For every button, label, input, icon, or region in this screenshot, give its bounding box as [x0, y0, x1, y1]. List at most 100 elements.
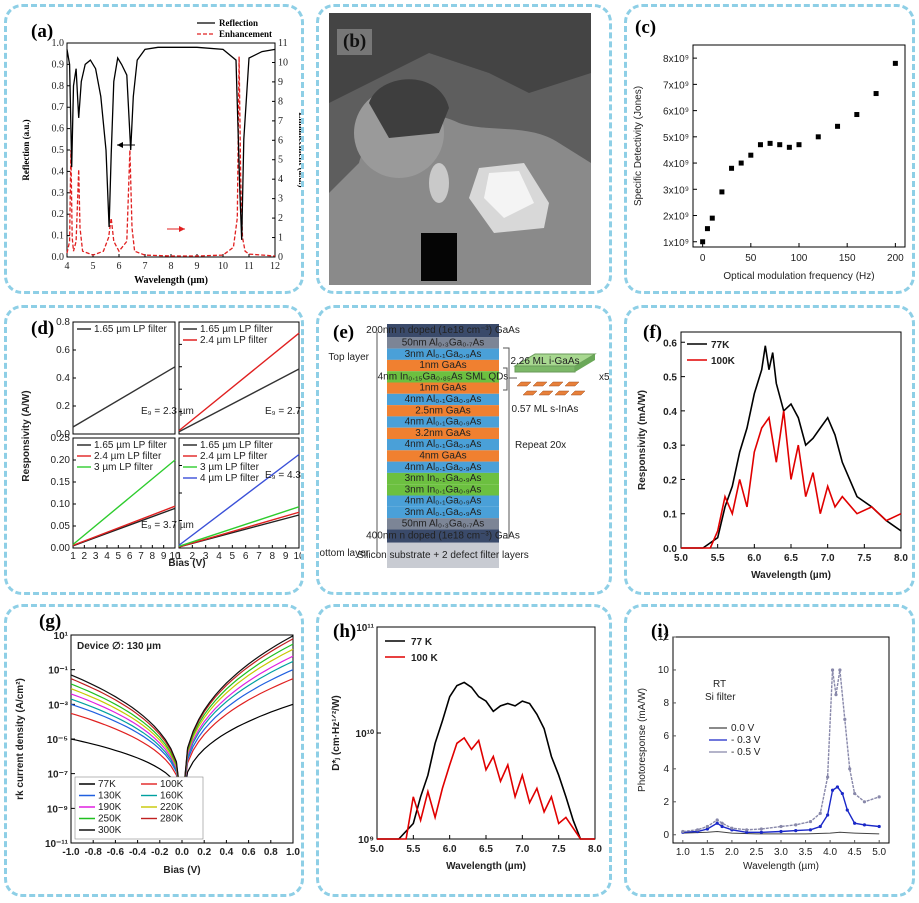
data-point-i [840, 791, 844, 796]
series-line-f [681, 410, 902, 549]
plot-frame-h [376, 626, 596, 840]
x5-label: x5 [599, 372, 610, 383]
annotation-i: RT [713, 679, 726, 690]
x-tick-label-d: 3 [203, 551, 209, 562]
y-tick-label-d: 0.2 [301, 407, 304, 418]
y-tick-label-c: 1x10⁹ [663, 238, 689, 249]
subplot-frame-d [72, 437, 176, 549]
x-tick-label-f: 6.5 [784, 553, 798, 564]
layer-7 [387, 405, 499, 417]
x-tick-label-h: 8.0 [588, 844, 602, 855]
legend-label-g: 100K [160, 779, 184, 790]
series-line-d [178, 332, 300, 432]
legend-box-g [74, 776, 204, 840]
y-tick-label-d: 0 [301, 429, 304, 440]
panel-e-label: (e) [333, 322, 355, 343]
data-point-i [808, 828, 813, 832]
y-axis-label-c: Specific Detectivity (Jones) [633, 86, 644, 206]
data-point-i [843, 717, 847, 721]
panel-h: (h) 5.0 5.5 6.0 6.5 7.0 7.5 8.0 10⁹ 10¹⁰ 10¹¹ Wave… [316, 604, 612, 897]
x-tick-label-g: 0.6 [242, 847, 256, 858]
ml-bottom-label: 0.57 ML s-InAs [512, 404, 579, 415]
data-point-c [709, 215, 715, 221]
layer-3 [387, 359, 499, 372]
x-tick-label-d: 8 [150, 551, 156, 562]
qd-dot [554, 390, 570, 396]
x-tick-label-i: 4.5 [848, 847, 862, 858]
x-tick-label-f: 5.0 [674, 553, 688, 564]
legend-label-i: 0.0 V [731, 723, 755, 734]
series-line-d [178, 368, 300, 433]
x-tick-label-g: 0.2 [197, 847, 211, 858]
data-point-i [779, 829, 783, 834]
series-line-i [682, 830, 880, 835]
legend-label-g: 190K [98, 802, 122, 813]
layer-4 [387, 371, 499, 383]
x-tick-label-d: 5 [116, 551, 122, 562]
legend-label-d: 1.65 µm LP filter [200, 440, 274, 451]
data-point-c [786, 144, 792, 150]
y-tick-label-i: 0 [663, 830, 669, 841]
y-tick-label-i: 4 [663, 764, 669, 775]
series-line-h [377, 681, 595, 840]
panel-i-label: (i) [651, 621, 669, 642]
y-tick-label-i: 10 [658, 665, 670, 676]
y-tick-label-d: 0.10 [51, 499, 71, 510]
x-tick-label-d: 6 [127, 551, 133, 562]
layer-label: 1nm GaAs [419, 383, 466, 394]
data-point-i [830, 668, 835, 672]
x-tick-label-a: 8 [169, 261, 174, 272]
panel-g: (g) -1.0 -0.8 -0.6 -0.4 -0.2 0.0 0.2 0.4 0.6 0.8 1… [4, 604, 304, 897]
data-point-c [835, 123, 841, 129]
layer-6 [387, 393, 499, 406]
y-tick-label-h: 10¹¹ [356, 623, 374, 634]
x-tick-label-i: 2.5 [750, 847, 764, 858]
data-point-i [835, 785, 840, 789]
layer-18 [387, 529, 499, 543]
y-tick-label-a: 0.6 [52, 124, 65, 135]
series-reflection [66, 46, 276, 240]
x-tick-label-d: 3 [93, 551, 99, 562]
y-tick-label-i: 6 [663, 731, 669, 742]
layer-2 [387, 348, 499, 360]
layer-label: 1nm GaAs [419, 360, 466, 371]
data-point-i [877, 824, 881, 829]
y2-tick-label-a: 10 [278, 57, 288, 68]
panel-c: (c) 0 50 100 150 200 1x10⁹ 2x10⁹ 3x10⁹ 4x10⁹ 5x10… [624, 4, 915, 294]
x-tick-label-c: 200 [887, 253, 904, 264]
legend-label-g: 250K [98, 814, 122, 825]
y-tick-label-a: 0.0 [52, 252, 65, 263]
legend-label-h: 100 K [411, 653, 438, 664]
legend-label-g: 300K [98, 825, 122, 836]
y-tick-label-i: 8 [663, 698, 669, 709]
x-tick-label-a: 11 [244, 261, 254, 272]
layer-label: 400nm n doped (1e18 cm⁻³) GaAs [366, 531, 520, 542]
series-line-h [377, 736, 595, 840]
y-tick-label-c: 6x10⁹ [663, 107, 689, 118]
data-point-i [705, 824, 709, 829]
arrow-right-head [179, 226, 185, 232]
panel-c-label: (c) [635, 17, 657, 38]
panel-f: (f) 5.0 5.5 6.0 6.5 7.0 7.5 8.0 0.0 0.1 0.2 0.3 0.4… [624, 305, 915, 595]
qd-dot [516, 381, 532, 387]
data-point-i [794, 823, 798, 827]
x-tick-label-h: 6.5 [479, 844, 493, 855]
data-point-i [730, 826, 734, 830]
layer-label: 50nm Al₀.₃Ga₀.₇As [402, 518, 485, 529]
data-point-i [853, 821, 857, 825]
y-tick-label-f: 0.5 [663, 373, 677, 384]
x-tick-label-i: 4.0 [823, 847, 837, 858]
panel-f-label: (f) [643, 322, 662, 343]
legend-label-i: - 0.5 V [731, 747, 761, 758]
panel-a: (a) 4 5 6 7 8 9 10 11 12 0.0 0.1 0.2 0.3 0.4 0.5 0.6 0.7… [4, 4, 304, 294]
y2-tick-label-a: 5 [278, 155, 283, 166]
chart-a: 4 5 6 7 8 9 10 11 120.00.10.20.30.40.50.60.70.80… [21, 18, 301, 286]
thermal-image [329, 13, 591, 285]
legend-label-d: 2.4 µm LP filter [200, 451, 268, 462]
panel-g-label: (g) [39, 611, 62, 632]
x-tick-label-c: 150 [839, 253, 856, 264]
y-tick-label-d: 0.20 [51, 455, 71, 466]
y-tick-label-a: 0.8 [52, 81, 65, 92]
y2-tick-label-a: 1 [278, 233, 283, 244]
qd-slab-side [575, 354, 595, 372]
